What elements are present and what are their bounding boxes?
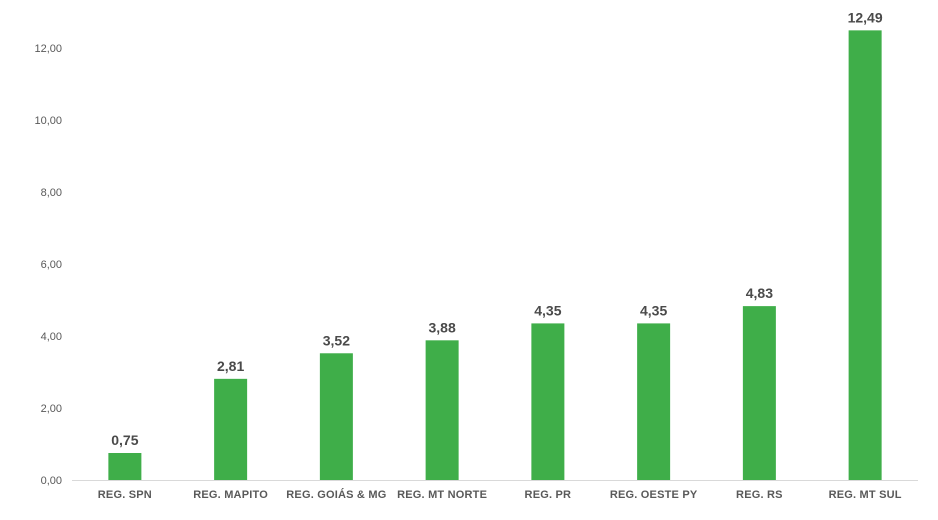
data-label: 2,81 (217, 358, 244, 374)
bar (319, 353, 353, 480)
y-tick-label: 8,00 (41, 187, 62, 199)
x-tick-label: REG. OESTE PY (610, 489, 698, 501)
y-tick-label: 4,00 (41, 331, 62, 343)
bar (637, 323, 671, 480)
y-tick-label: 2,00 (41, 403, 62, 415)
bar (108, 453, 142, 480)
x-tick-label: REG. MT SUL (829, 489, 902, 501)
data-label: 4,35 (640, 302, 667, 318)
x-tick-label: REG. PR (525, 489, 572, 501)
bar (848, 30, 882, 481)
bar (742, 306, 776, 480)
x-tick-label: REG. MT NORTE (397, 489, 487, 501)
data-label: 4,83 (746, 285, 773, 301)
x-tick-label: REG. MAPITO (193, 489, 268, 501)
bar (425, 340, 459, 480)
data-label: 0,75 (111, 432, 138, 448)
x-tick-label: REG. RS (736, 489, 783, 501)
data-label: 3,52 (323, 332, 350, 348)
data-label: 4,35 (534, 302, 561, 318)
data-label: 12,49 (848, 9, 883, 25)
y-tick-label: 10,00 (34, 115, 62, 127)
bar (214, 378, 248, 480)
y-tick-label: 0,00 (41, 475, 62, 487)
x-tick-label: REG. SPN (98, 489, 152, 501)
y-tick-label: 12,00 (34, 43, 62, 55)
x-tick-label: REG. GOIÁS & MG (286, 488, 386, 501)
y-tick-label: 6,00 (41, 259, 62, 271)
data-label: 3,88 (429, 319, 456, 335)
bar (531, 323, 565, 480)
